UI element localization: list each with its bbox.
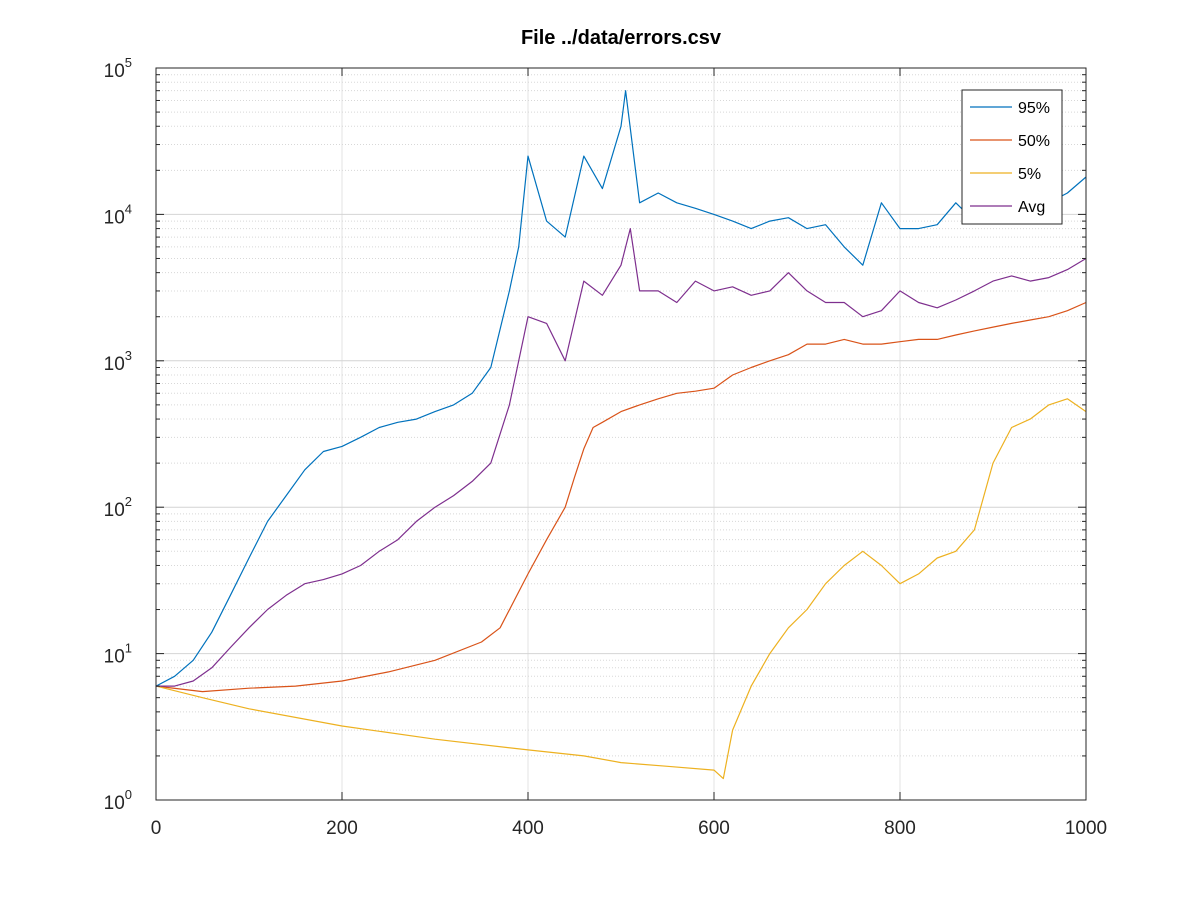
y-tick-exponent: 0 [125, 787, 132, 802]
x-tick-label: 200 [326, 818, 358, 839]
y-tick-base: 10 [104, 354, 125, 375]
y-tick-base: 10 [104, 793, 125, 814]
y-tick-label: 104 [104, 201, 132, 228]
series-line-avg [156, 228, 1087, 687]
y-tick-base: 10 [104, 500, 125, 521]
legend-label: 5% [1018, 166, 1041, 183]
y-tick-base: 10 [104, 207, 125, 228]
y-tick-exponent: 4 [125, 201, 132, 216]
y-tick-label: 102 [104, 494, 132, 521]
y-tick-exponent: 3 [125, 348, 132, 363]
series-lines [155, 90, 1087, 780]
x-tick-label: 1000 [1065, 818, 1107, 839]
y-tick-exponent: 5 [125, 55, 132, 70]
grid [155, 67, 1087, 801]
x-tick-label: 600 [698, 818, 730, 839]
plot-area [156, 68, 1086, 800]
legend-label: 50% [1018, 133, 1050, 150]
series-line-5pct [155, 398, 1087, 780]
legend-label: Avg [1018, 199, 1045, 216]
series-line-95pct [155, 90, 1087, 687]
legend-box [961, 89, 1063, 225]
y-tick-base: 10 [104, 647, 125, 668]
legend: 95% 50% 5% Avg [961, 89, 1063, 225]
chart-title: File ../data/errors.csv [521, 27, 722, 49]
y-tick-exponent: 2 [125, 494, 132, 509]
series-line-50pct [155, 301, 1087, 693]
x-tick-labels: 0 200 400 600 800 1000 [151, 818, 1107, 839]
legend-label: 95% [1018, 100, 1050, 117]
y-tick-label: 100 [104, 787, 132, 814]
y-tick-label: 101 [104, 641, 132, 668]
x-tick-label: 400 [512, 818, 544, 839]
y-tick-label: 103 [104, 348, 132, 375]
y-tick-label: 105 [104, 55, 132, 82]
x-tick-label: 0 [151, 818, 162, 839]
y-tick-base: 10 [104, 61, 125, 82]
axes-box [155, 67, 1087, 801]
x-tick-label: 800 [884, 818, 916, 839]
tick-marks [155, 67, 1087, 801]
y-tick-exponent: 1 [125, 641, 132, 656]
